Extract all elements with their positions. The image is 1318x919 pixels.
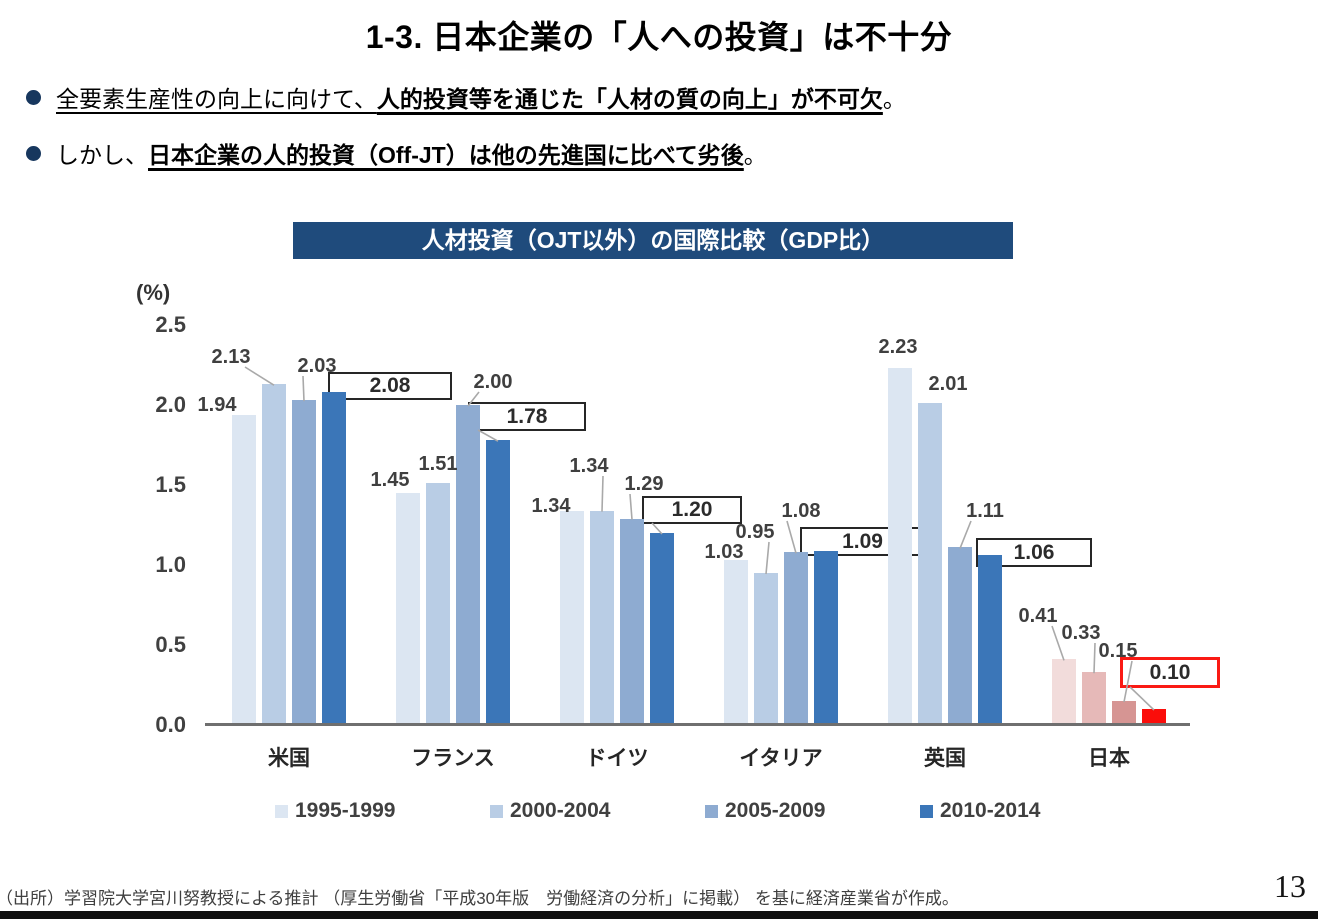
bullet-2-period: 。: [743, 142, 767, 168]
y-axis-tick: 2.5: [155, 312, 186, 337]
bottom-bar: [0, 911, 1318, 919]
bar-フランス-2010-2014: [486, 440, 510, 725]
value-label-ドイツ-2000-2004: 1.34: [569, 455, 609, 477]
value-label-イタリア-2005-2009: 1.08: [781, 500, 821, 522]
bar-イタリア-2000-2004: [754, 573, 778, 725]
value-box: [642, 496, 742, 524]
legend-label: 1995-1999: [295, 799, 396, 822]
value-label-フランス-1995-1999: 1.45: [370, 469, 410, 491]
bullet-icon: [26, 90, 41, 105]
bar-フランス-2005-2009: [456, 405, 480, 725]
bullet-2-emphasis: 日本企業の人的投資（Off-JT）は他の先進国に比べて劣後: [148, 142, 744, 168]
bar-米国-1995-1999: [232, 414, 256, 725]
bar-日本-2010-2014: [1142, 709, 1166, 725]
y-axis-tick: 2.0: [155, 392, 186, 417]
legend-label: 2010-2014: [940, 799, 1041, 822]
legend-label: 2005-2009: [725, 799, 826, 822]
legend-item-2005-2009: 2005-2009: [705, 799, 825, 823]
legend-swatch-icon: [275, 804, 288, 818]
legend-item-2010-2014: 2010-2014: [920, 799, 1040, 823]
category-label-フランス: フランス: [411, 747, 495, 770]
legend-swatch-icon: [490, 804, 503, 818]
bar-イタリア-2005-2009: [784, 552, 808, 725]
bullet-2-lead: しかし、: [56, 142, 148, 168]
value-label-日本-2010-2014: 0.10: [1149, 661, 1191, 684]
legend-label: 2000-2004: [510, 799, 611, 822]
bar-ドイツ-2000-2004: [590, 510, 614, 725]
bullet-1-period: 。: [882, 86, 906, 112]
bar-米国-2010-2014: [322, 392, 346, 725]
y-axis-tick: 1.5: [155, 472, 186, 497]
bar-日本-2000-2004: [1082, 672, 1106, 725]
value-label-イタリア-1995-1999: 1.03: [704, 541, 744, 563]
value-label-日本-2000-2004: 0.33: [1061, 622, 1101, 644]
y-axis-tick: 1.0: [155, 552, 186, 577]
value-label-ドイツ-2010-2014: 1.20: [671, 498, 713, 521]
category-label-米国: 米国: [268, 747, 310, 770]
value-label-米国-2000-2004: 2.13: [211, 346, 251, 368]
highlight-value-box: [1120, 657, 1220, 688]
bar-英国-1995-1999: [888, 368, 912, 725]
page-title: 1-3. 日本企業の「人への投資」は不十分: [365, 19, 953, 55]
bar-ドイツ-2005-2009: [620, 518, 644, 725]
value-label-米国-2010-2014: 2.08: [369, 374, 411, 397]
bar-米国-2000-2004: [262, 384, 286, 725]
bar-英国-2005-2009: [948, 547, 972, 725]
value-label-英国-2000-2004: 2.01: [928, 373, 968, 395]
bar-イタリア-1995-1999: [724, 560, 748, 725]
bar-英国-2010-2014: [978, 555, 1002, 725]
bar-フランス-2000-2004: [426, 483, 450, 725]
y-axis-tick: 0.5: [155, 632, 186, 657]
value-label-英国-1995-1999: 2.23: [878, 336, 918, 358]
category-label-イタリア: イタリア: [739, 747, 823, 770]
bar-フランス-1995-1999: [396, 493, 420, 725]
bar-日本-2005-2009: [1112, 701, 1136, 725]
value-label-ドイツ-1995-1999: 1.34: [531, 495, 571, 517]
source-note: （出所）学習院大学宮川努教授による推計 （厚生労働省「平成30年版 労働経済の分…: [0, 889, 959, 908]
page-number: 13: [1274, 868, 1306, 904]
legend-item-1995-1999: 1995-1999: [275, 799, 395, 823]
y-axis-unit-label: (%): [136, 280, 171, 305]
chart-title-banner: 人材投資（OJT以外）の国際比較（GDP比）: [293, 222, 1013, 259]
bar-米国-2005-2009: [292, 400, 316, 725]
bar-ドイツ-1995-1999: [560, 510, 584, 725]
category-label-英国: 英国: [924, 747, 966, 770]
bar-英国-2000-2004: [918, 403, 942, 725]
category-label-日本: 日本: [1088, 747, 1130, 770]
bullet-2: しかし、日本企業の人的投資（Off-JT）は他の先進国に比べて劣後。: [26, 136, 767, 170]
bullet-icon: [26, 146, 41, 161]
value-label-イタリア-2010-2014: 1.09: [842, 530, 883, 553]
value-label-日本-1995-1999: 0.41: [1018, 605, 1058, 627]
value-label-米国-2005-2009: 2.03: [297, 355, 337, 377]
bar-ドイツ-2010-2014: [650, 533, 674, 725]
y-axis-tick: 0.0: [155, 712, 186, 737]
bullet-1: 全要素生産性の向上に向けて、人的投資等を通じた「人材の質の向上」が不可欠。: [26, 80, 906, 114]
value-label-フランス-2005-2009: 2.00: [473, 371, 513, 393]
value-label-米国-1995-1999: 1.94: [197, 394, 237, 416]
bar-イタリア-2010-2014: [814, 550, 838, 725]
value-box: [328, 372, 452, 400]
value-label-イタリア-2000-2004: 0.95: [735, 521, 775, 543]
value-label-ドイツ-2005-2009: 1.29: [624, 473, 664, 495]
value-label-英国-2010-2014: 1.06: [1013, 541, 1055, 564]
bar-日本-1995-1999: [1052, 659, 1076, 725]
bullet-1-emphasis: 人的投資等を通じた「人材の質の向上」が不可欠: [376, 86, 883, 112]
legend-item-2000-2004: 2000-2004: [490, 799, 610, 823]
x-axis-line: [205, 723, 1190, 726]
chart-title: 人材投資（OJT以外）の国際比較（GDP比）: [421, 227, 885, 253]
value-label-フランス-2000-2004: 1.51: [418, 453, 458, 475]
value-label-フランス-2010-2014: 1.78: [506, 405, 548, 428]
bullet-1-lead: 全要素生産性の向上に向けて、: [56, 86, 377, 112]
category-label-ドイツ: ドイツ: [585, 747, 649, 770]
legend-swatch-icon: [920, 804, 933, 818]
legend-swatch-icon: [705, 804, 718, 818]
value-label-英国-2005-2009: 1.11: [966, 500, 1004, 522]
value-label-日本-2005-2009: 0.15: [1098, 640, 1138, 662]
